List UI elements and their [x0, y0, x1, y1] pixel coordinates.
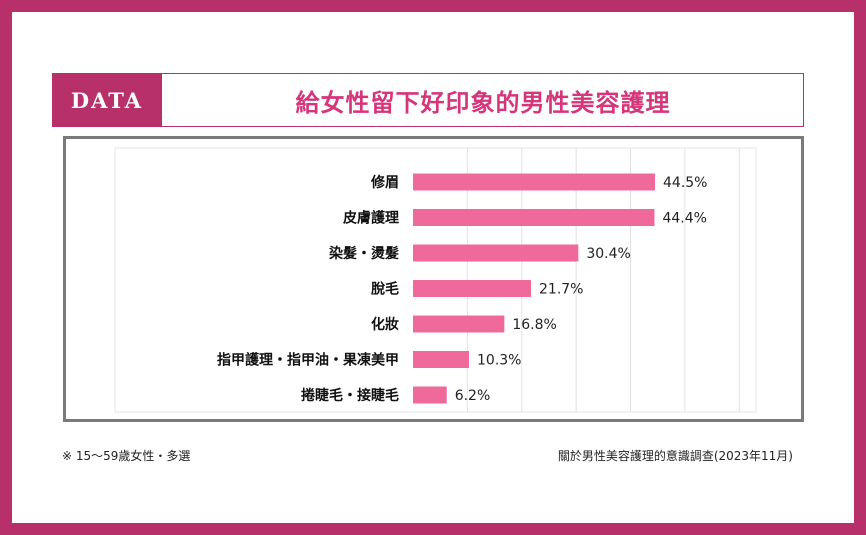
bar [413, 244, 579, 262]
category-label: 染髮・燙髮 [329, 245, 399, 262]
category-label: 化妝 [371, 316, 399, 333]
data-label: 6.2% [455, 388, 491, 404]
chart-panel: 修眉 44.5% 皮膚護理 44.4% 染髮・燙髮 30.4% 脫毛 21.7% 化妝 16.8%… [63, 136, 804, 422]
bar [413, 209, 655, 226]
category-label: 捲睫毛・接睫毛 [301, 387, 399, 404]
data-badge: DATA [52, 73, 162, 127]
category-label: 脫毛 [371, 281, 399, 298]
chart-title: 給女性留下好印象的男性美容護理 [295, 88, 671, 117]
bar-chart: 修眉 44.5% 皮膚護理 44.4% 染髮・燙髮 30.4% 脫毛 21.7% 化妝 16.8%… [114, 147, 757, 413]
data-label: 30.4% [586, 246, 630, 262]
bar [413, 315, 505, 333]
data-label: 44.4% [662, 211, 706, 227]
data-label: 10.3% [477, 353, 521, 369]
survey-note: ※ 15～59歲女性・多選 [62, 449, 191, 463]
bar [413, 280, 532, 297]
data-label: 21.7% [539, 282, 583, 298]
category-label: 指甲護理・指甲油・果凍美甲 [217, 352, 399, 369]
data-label: 16.8% [512, 317, 556, 333]
source-note: 關於男性美容護理的意識調查(2023年11月) [557, 449, 793, 463]
bar [413, 351, 470, 368]
title-bar [52, 73, 804, 127]
category-label: 皮膚護理 [342, 210, 399, 227]
data-label: 44.5% [663, 175, 707, 191]
bar [413, 386, 447, 404]
bar [413, 173, 655, 191]
category-label: 修眉 [370, 174, 399, 191]
